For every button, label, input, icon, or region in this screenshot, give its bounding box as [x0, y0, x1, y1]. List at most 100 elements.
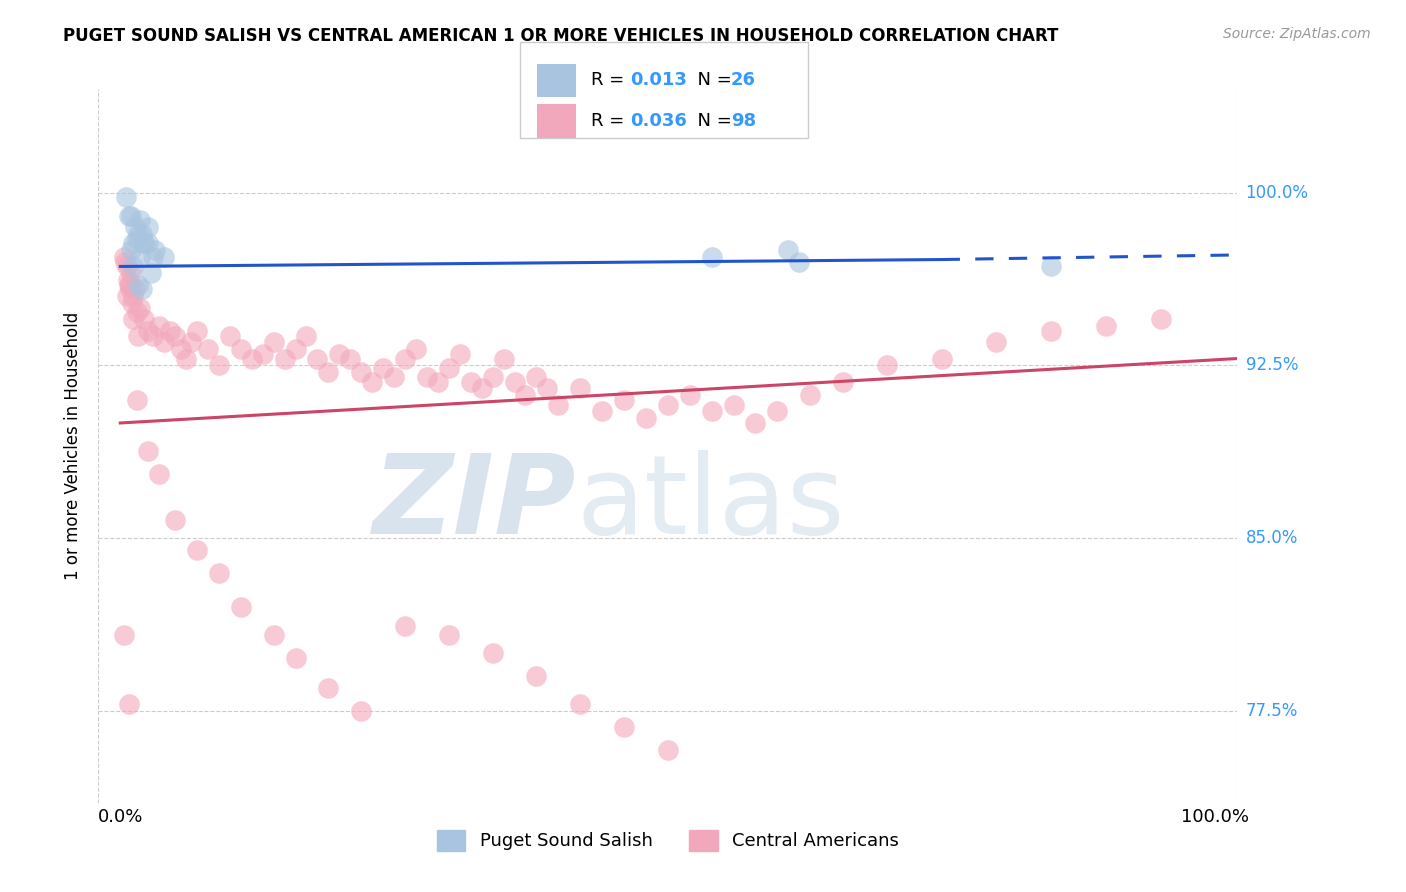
Point [240, 351, 263, 366]
Point [1095, 319, 1118, 334]
Point [526, 669, 548, 683]
Point [165, 513, 187, 527]
Text: N =: N = [686, 71, 738, 89]
Text: R =: R = [591, 112, 630, 130]
Point [361, 375, 384, 389]
Point [129, 301, 152, 315]
Point [657, 398, 679, 412]
Point [613, 720, 636, 734]
Text: 0.013: 0.013 [630, 71, 686, 89]
Point [125, 305, 148, 319]
Point [174, 351, 197, 366]
Point [125, 232, 148, 246]
Point [180, 335, 202, 350]
Point [426, 375, 449, 389]
Point [1149, 312, 1171, 326]
Point [679, 388, 702, 402]
Point [129, 250, 152, 264]
Point [449, 347, 471, 361]
Point [127, 227, 149, 242]
Point [121, 296, 143, 310]
Point [148, 467, 170, 481]
Text: N =: N = [686, 112, 738, 130]
Point [122, 289, 145, 303]
Point [134, 236, 156, 251]
Point [252, 347, 274, 361]
Point [120, 266, 142, 280]
Point [405, 343, 427, 357]
Point [339, 351, 361, 366]
Point [787, 255, 810, 269]
Point [218, 328, 240, 343]
Point [766, 404, 789, 418]
Text: Source: ZipAtlas.com: Source: ZipAtlas.com [1223, 27, 1371, 41]
Point [197, 343, 219, 357]
Point [328, 347, 350, 361]
Point [115, 289, 138, 303]
Point [437, 628, 460, 642]
Point [295, 328, 318, 343]
Point [124, 283, 146, 297]
Point [148, 319, 170, 334]
Point [307, 351, 329, 366]
Legend: Puget Sound Salish, Central Americans: Puget Sound Salish, Central Americans [429, 822, 907, 858]
Point [118, 277, 141, 292]
Point [460, 375, 482, 389]
Point [114, 190, 136, 204]
Point [136, 236, 159, 251]
Text: ZIP: ZIP [373, 450, 576, 557]
Point [229, 343, 252, 357]
Point [208, 566, 231, 580]
Point [112, 628, 135, 642]
Point [118, 209, 141, 223]
Point [186, 324, 208, 338]
Point [120, 209, 142, 223]
Point [471, 381, 494, 395]
Point [208, 359, 231, 373]
Point [744, 416, 766, 430]
Point [526, 370, 548, 384]
Point [153, 250, 176, 264]
Point [263, 335, 285, 350]
Point [284, 343, 307, 357]
Point [153, 335, 176, 350]
Text: 26: 26 [731, 71, 756, 89]
Text: 77.5%: 77.5% [1246, 702, 1298, 720]
Point [481, 370, 503, 384]
Text: 85.0%: 85.0% [1246, 529, 1298, 547]
Point [778, 244, 800, 258]
Y-axis label: 1 or more Vehicles in Household: 1 or more Vehicles in Household [65, 312, 83, 580]
Point [350, 704, 373, 718]
Point [613, 392, 636, 407]
Point [515, 388, 537, 402]
Point [832, 375, 855, 389]
Point [547, 398, 569, 412]
Text: 98: 98 [731, 112, 756, 130]
Point [263, 628, 285, 642]
Point [136, 220, 159, 235]
Point [145, 244, 167, 258]
Point [284, 650, 307, 665]
Point [657, 743, 679, 757]
Point [931, 351, 953, 366]
Point [503, 375, 526, 389]
Point [799, 388, 821, 402]
Point [1040, 324, 1063, 338]
Point [569, 697, 592, 711]
Point [114, 255, 136, 269]
Point [591, 404, 613, 418]
Point [122, 236, 145, 251]
Point [416, 370, 439, 384]
Point [127, 328, 149, 343]
Point [700, 250, 723, 264]
Point [115, 260, 138, 274]
Point [142, 250, 165, 264]
Point [122, 312, 145, 326]
Point [131, 283, 153, 297]
Point [136, 443, 159, 458]
Point [117, 273, 139, 287]
Text: atlas: atlas [576, 450, 845, 557]
Point [634, 411, 657, 425]
Text: R =: R = [591, 71, 630, 89]
Point [318, 365, 340, 379]
